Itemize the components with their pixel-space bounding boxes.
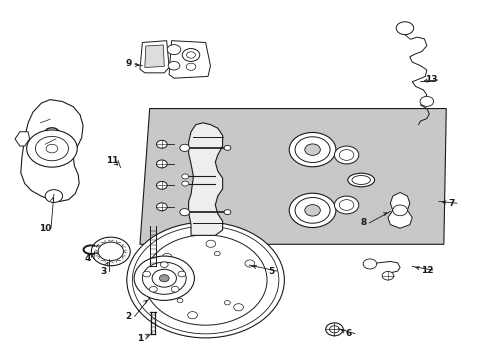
Circle shape [153, 288, 163, 295]
Circle shape [186, 63, 196, 70]
Circle shape [144, 235, 266, 325]
Polygon shape [169, 41, 210, 78]
Polygon shape [188, 123, 222, 235]
Text: 9: 9 [125, 59, 132, 68]
Circle shape [205, 240, 215, 247]
Circle shape [294, 198, 329, 223]
Circle shape [233, 304, 243, 311]
Text: 1: 1 [137, 334, 143, 343]
Circle shape [171, 286, 179, 292]
Circle shape [363, 259, 376, 269]
Circle shape [91, 237, 130, 266]
Circle shape [46, 144, 58, 153]
Ellipse shape [351, 176, 370, 184]
Circle shape [214, 252, 220, 256]
Text: 5: 5 [267, 267, 274, 276]
Circle shape [168, 62, 180, 70]
Circle shape [167, 45, 181, 55]
Text: 8: 8 [360, 219, 366, 228]
Text: 13: 13 [425, 76, 437, 85]
Circle shape [178, 271, 185, 277]
Circle shape [134, 256, 194, 300]
Circle shape [159, 275, 169, 282]
Circle shape [149, 286, 157, 292]
Circle shape [182, 181, 188, 186]
Circle shape [339, 150, 353, 160]
Circle shape [170, 264, 176, 268]
Circle shape [182, 49, 200, 62]
Text: 3: 3 [100, 267, 106, 276]
Circle shape [304, 204, 320, 216]
Circle shape [224, 301, 230, 305]
Circle shape [395, 22, 413, 35]
Circle shape [224, 210, 230, 215]
Circle shape [334, 146, 358, 164]
Polygon shape [15, 132, 30, 146]
Circle shape [126, 222, 284, 338]
Circle shape [162, 253, 172, 261]
Circle shape [35, 136, 68, 161]
Circle shape [224, 145, 230, 150]
Circle shape [180, 208, 189, 216]
Text: 4: 4 [84, 254, 91, 263]
Text: 2: 2 [125, 312, 132, 321]
Circle shape [329, 326, 339, 333]
Circle shape [156, 140, 167, 148]
Circle shape [288, 193, 335, 228]
Text: 10: 10 [39, 224, 51, 233]
Circle shape [381, 271, 393, 280]
Circle shape [152, 269, 176, 287]
Circle shape [419, 96, 433, 107]
Circle shape [304, 144, 320, 156]
Circle shape [334, 196, 358, 214]
Circle shape [142, 262, 186, 294]
Polygon shape [144, 45, 164, 67]
Text: 11: 11 [106, 156, 118, 165]
Ellipse shape [347, 173, 374, 187]
Circle shape [132, 226, 278, 334]
Circle shape [182, 174, 188, 179]
Circle shape [45, 190, 62, 203]
Circle shape [244, 260, 254, 267]
Text: 12: 12 [420, 266, 432, 275]
Circle shape [180, 144, 189, 152]
Circle shape [156, 160, 167, 168]
Polygon shape [140, 109, 446, 244]
Circle shape [294, 137, 329, 162]
Circle shape [392, 205, 407, 216]
Circle shape [160, 262, 168, 267]
Circle shape [156, 181, 167, 189]
Circle shape [186, 52, 195, 58]
Text: 7: 7 [447, 199, 453, 208]
Circle shape [27, 130, 77, 167]
Polygon shape [140, 41, 169, 73]
Circle shape [177, 298, 183, 303]
Circle shape [288, 132, 335, 167]
Circle shape [142, 271, 150, 277]
Text: 6: 6 [345, 329, 351, 338]
Polygon shape [21, 100, 83, 202]
Circle shape [325, 323, 343, 336]
Polygon shape [387, 193, 411, 228]
Circle shape [98, 242, 123, 261]
Circle shape [156, 203, 167, 211]
Circle shape [187, 312, 197, 319]
Circle shape [339, 200, 353, 210]
